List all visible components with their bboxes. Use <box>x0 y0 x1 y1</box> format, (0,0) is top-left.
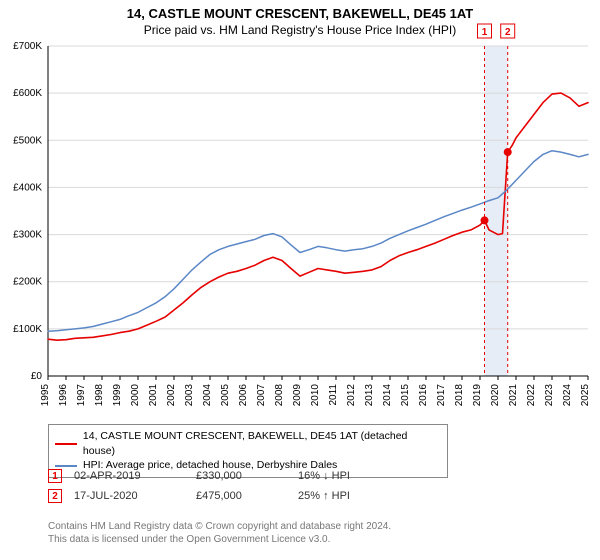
sale-date: 17-JUL-2020 <box>74 490 184 502</box>
marker-label-1: 1 <box>482 27 488 38</box>
footer-text: Contains HM Land Registry data © Crown c… <box>48 520 588 546</box>
sales-table: 1 02-APR-2019 £330,000 16% ↓ HPI 2 17-JUL-202… <box>48 466 588 506</box>
legend-row: 14, CASTLE MOUNT CRESCENT, BAKEWELL, DE4… <box>55 429 441 458</box>
x-tick-label: 1998 <box>94 384 105 407</box>
x-tick-label: 2014 <box>382 384 393 407</box>
sale-pct-vs-hpi: 25% ↑ HPI <box>298 490 388 502</box>
y-tick-label: £0 <box>31 371 43 382</box>
sale-pct-vs-hpi: 16% ↓ HPI <box>298 470 388 482</box>
x-tick-label: 2013 <box>364 384 375 407</box>
y-tick-label: £100K <box>13 324 42 335</box>
x-tick-label: 2003 <box>184 384 195 407</box>
y-tick-label: £300K <box>13 230 42 241</box>
footer-line-2: This data is licensed under the Open Gov… <box>48 533 588 546</box>
marker-label-2: 2 <box>505 27 511 38</box>
x-tick-label: 2024 <box>562 384 573 407</box>
sale-marker-box: 2 <box>48 489 62 503</box>
x-tick-label: 2022 <box>526 384 537 407</box>
x-tick-label: 1999 <box>112 384 123 407</box>
legend-text: 14, CASTLE MOUNT CRESCENT, BAKEWELL, DE4… <box>83 429 441 458</box>
x-tick-label: 2016 <box>418 384 429 407</box>
sale-marker-box: 1 <box>48 469 62 483</box>
x-tick-label: 2010 <box>310 384 321 407</box>
x-tick-label: 2015 <box>400 384 411 407</box>
chart-area: £0£100K£200K£300K£400K£500K£600K£700K199… <box>48 46 588 416</box>
chart-container: 14, CASTLE MOUNT CRESCENT, BAKEWELL, DE4… <box>0 0 600 560</box>
x-tick-label: 1995 <box>40 384 51 407</box>
x-tick-label: 2018 <box>454 384 465 407</box>
footer-line-1: Contains HM Land Registry data © Crown c… <box>48 520 588 533</box>
x-tick-label: 2001 <box>148 384 159 407</box>
x-tick-label: 2005 <box>220 384 231 407</box>
marker-dot-2 <box>504 148 512 156</box>
x-tick-label: 2025 <box>580 384 591 407</box>
chart-title: 14, CASTLE MOUNT CRESCENT, BAKEWELL, DE4… <box>0 0 600 21</box>
y-tick-label: £200K <box>13 277 42 288</box>
y-tick-label: £600K <box>13 88 42 99</box>
x-tick-label: 2009 <box>292 384 303 407</box>
marker-dot-1 <box>481 216 489 224</box>
x-tick-label: 2004 <box>202 384 213 407</box>
legend-swatch <box>55 443 77 445</box>
x-tick-label: 2008 <box>274 384 285 407</box>
y-tick-label: £400K <box>13 182 42 193</box>
x-tick-label: 2021 <box>508 384 519 407</box>
x-tick-label: 2020 <box>490 384 501 407</box>
sales-row: 1 02-APR-2019 £330,000 16% ↓ HPI <box>48 466 588 486</box>
sale-price: £475,000 <box>196 490 286 502</box>
x-tick-label: 2007 <box>256 384 267 407</box>
x-tick-label: 2002 <box>166 384 177 407</box>
x-tick-label: 2006 <box>238 384 249 407</box>
sale-date: 02-APR-2019 <box>74 470 184 482</box>
y-tick-label: £700K <box>13 41 42 52</box>
x-tick-label: 2012 <box>346 384 357 407</box>
sales-row: 2 17-JUL-2020 £475,000 25% ↑ HPI <box>48 486 588 506</box>
x-tick-label: 1996 <box>58 384 69 407</box>
x-tick-label: 2011 <box>328 384 339 406</box>
y-tick-label: £500K <box>13 135 42 146</box>
x-tick-label: 2023 <box>544 384 555 407</box>
x-tick-label: 2019 <box>472 384 483 407</box>
x-tick-label: 2000 <box>130 384 141 407</box>
sale-price: £330,000 <box>196 470 286 482</box>
chart-svg: £0£100K£200K£300K£400K£500K£600K£700K199… <box>48 46 588 416</box>
x-tick-label: 2017 <box>436 384 447 407</box>
x-tick-label: 1997 <box>76 384 87 407</box>
